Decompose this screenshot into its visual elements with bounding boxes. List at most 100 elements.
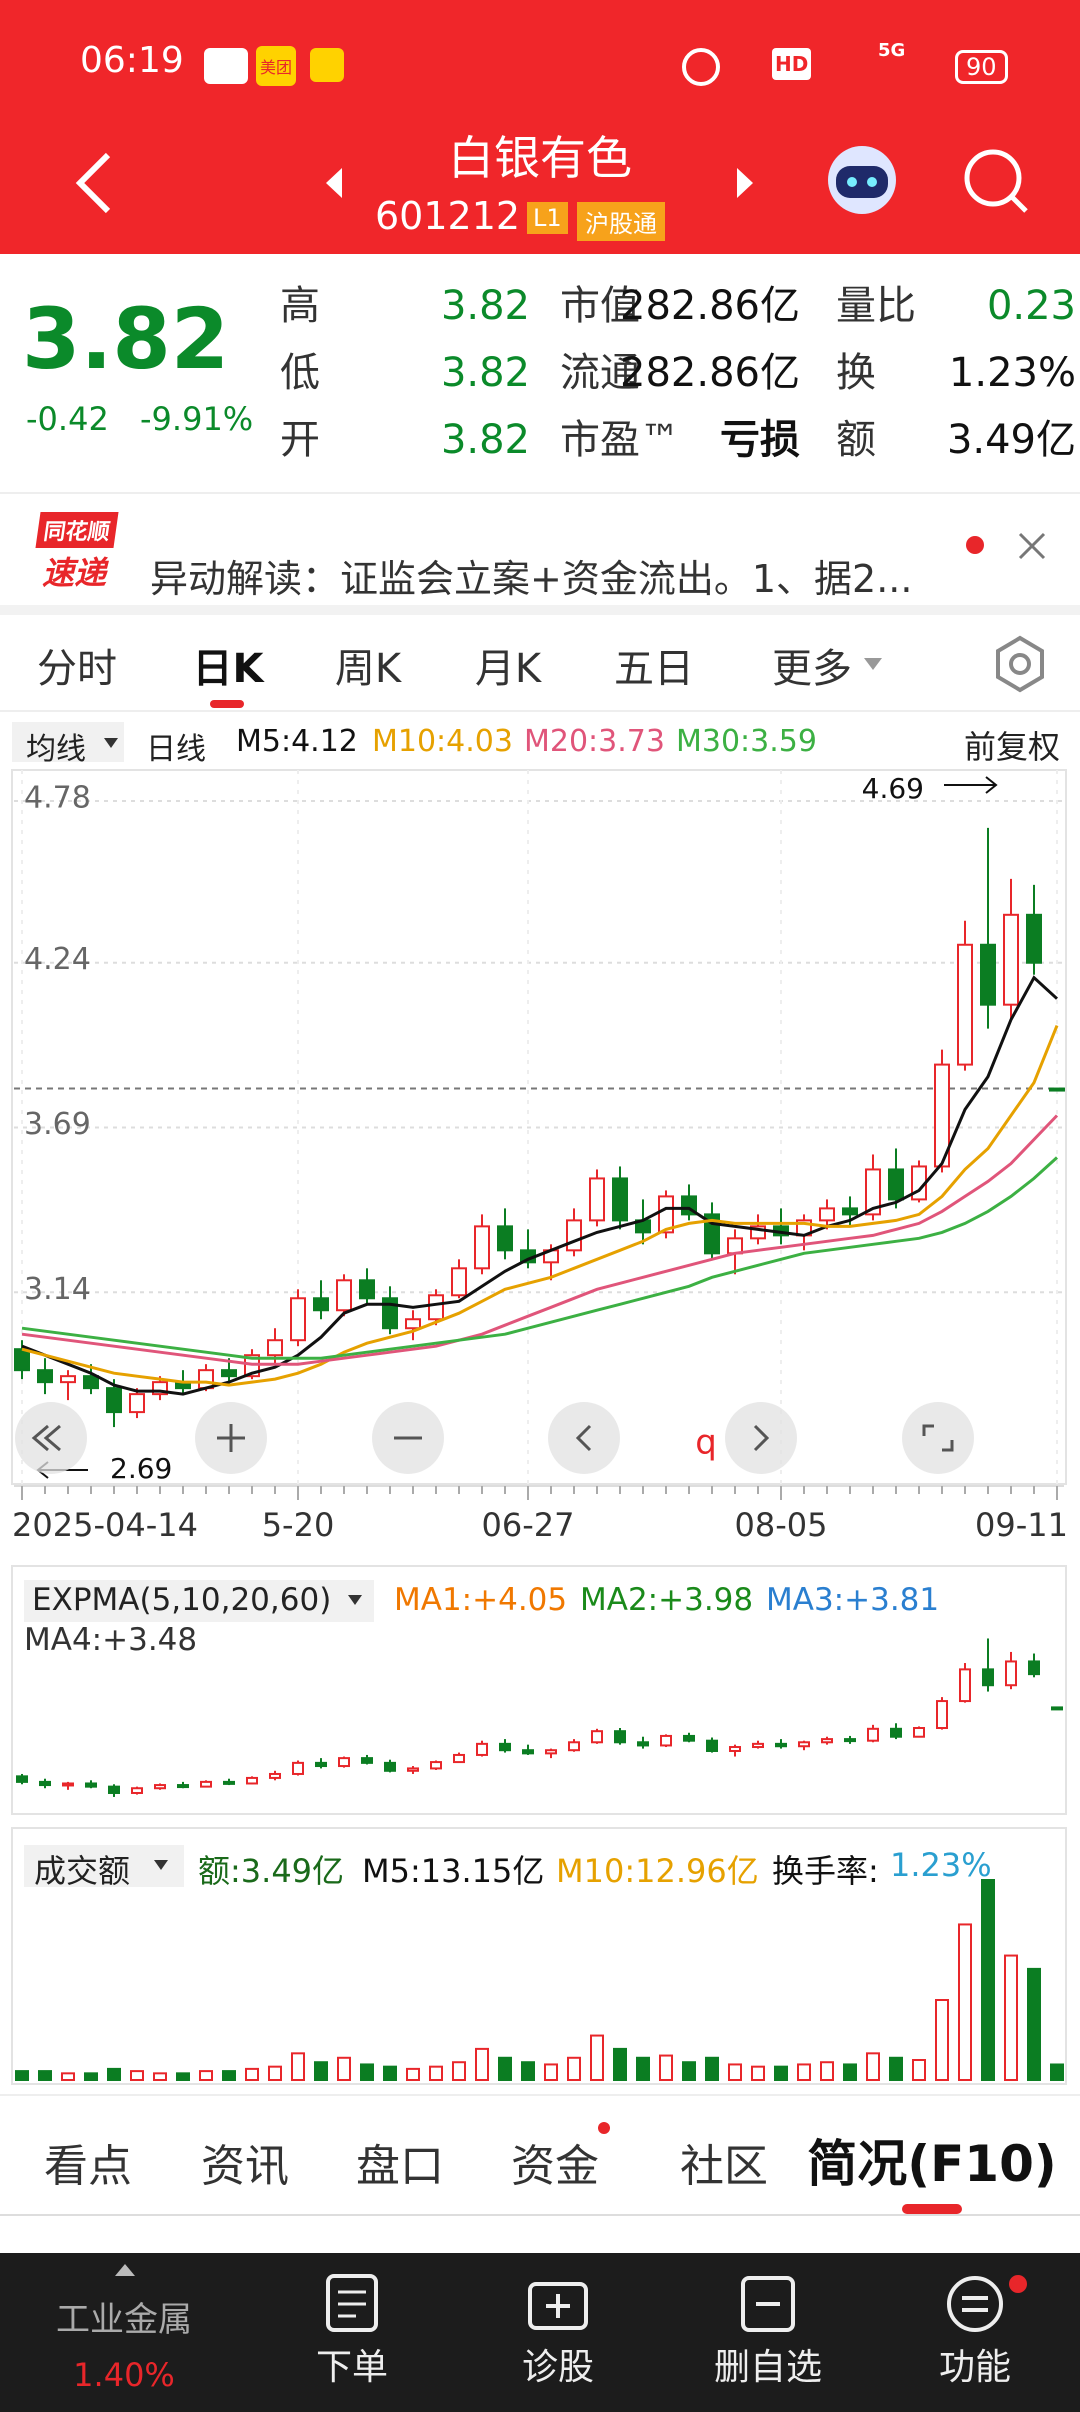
- candle-body: [612, 1177, 628, 1222]
- quote-value: 0.23: [986, 283, 1076, 329]
- search-button[interactable]: [964, 149, 1022, 207]
- alarm-icon: [682, 48, 720, 86]
- period-tab[interactable]: 分时: [37, 646, 117, 692]
- quote-value: 3.82: [440, 350, 530, 396]
- settings-button[interactable]: [992, 634, 1048, 694]
- volume-bar: [866, 2052, 880, 2081]
- volume-bar: [521, 2061, 535, 2081]
- sector-name[interactable]: 工业金属: [56, 2300, 192, 2340]
- candle-body: [568, 1741, 580, 1752]
- quote-label: 市值: [560, 283, 640, 329]
- candle-body: [614, 1730, 626, 1744]
- header-bar: 06:19 美团 HD 5G 90 白银有色 601212 L1 沪股通: [0, 0, 1080, 254]
- period-tab[interactable]: 日K: [192, 646, 264, 692]
- candle-body: [85, 1782, 97, 1788]
- prev-stock[interactable]: [326, 168, 342, 198]
- x-tick-label: 5-20: [262, 1506, 335, 1544]
- volume-bar: [590, 2034, 604, 2081]
- volume-frame: [11, 1827, 1067, 2085]
- candle-body: [83, 1375, 99, 1390]
- candle-body: [750, 1225, 766, 1240]
- nav-item[interactable]: 删自选: [713, 2347, 823, 2388]
- candle-body: [359, 1279, 375, 1300]
- expma-legend-item: MA1:+4.05: [394, 1582, 568, 1618]
- period-tab[interactable]: 更多: [772, 646, 852, 692]
- function-icon-lines: [962, 2296, 988, 2312]
- divider: [0, 2214, 1080, 2216]
- bottom-tab[interactable]: 看点: [44, 2141, 132, 2192]
- candle-body: [154, 1784, 166, 1790]
- bottom-tab[interactable]: 社区: [680, 2141, 768, 2192]
- remove-icon[interactable]: [741, 2276, 795, 2332]
- period-tab[interactable]: 周K: [334, 646, 402, 692]
- bottom-tab[interactable]: 简况(F10): [807, 2135, 1057, 2193]
- expand-arrow[interactable]: [115, 2264, 135, 2276]
- volume-bar: [84, 2072, 98, 2081]
- candle-body: [384, 1761, 396, 1772]
- control-marker: q: [695, 1423, 717, 1463]
- back-button[interactable]: [75, 152, 111, 214]
- expma-frame: [11, 1565, 1067, 1815]
- divider: [0, 492, 1080, 494]
- sector-change: 1.40%: [73, 2356, 175, 2394]
- badge: 沪股通: [577, 202, 665, 241]
- bottom-tab[interactable]: 资讯: [201, 2141, 289, 2192]
- price-change: -0.42: [26, 400, 109, 438]
- volume-selector-label[interactable]: 成交额: [34, 1852, 131, 1890]
- network-label: 5G: [878, 40, 906, 61]
- nav-icons: [326, 2274, 1027, 2332]
- expma-legend-item: MA2:+3.98: [580, 1582, 754, 1618]
- volume-bar: [314, 2061, 328, 2081]
- volume-bar: [176, 2072, 190, 2081]
- quote-value: 3.49亿: [946, 417, 1076, 463]
- dropdown-arrow: [864, 658, 882, 679]
- order-icon-lines: [338, 2290, 366, 2318]
- assistant-face: [836, 166, 888, 198]
- quote-value: 亏损: [720, 417, 800, 463]
- x-tick-label: 2025-04-14: [12, 1506, 198, 1544]
- nav-item[interactable]: 功能: [938, 2347, 1012, 2388]
- volume-bar: [107, 2067, 121, 2082]
- candle-body: [451, 1267, 467, 1297]
- volume-bar: [567, 2056, 581, 2082]
- x-tick-label: 08-05: [735, 1506, 828, 1544]
- function-icon[interactable]: [947, 2276, 1003, 2332]
- diagnose-icon[interactable]: [528, 2282, 588, 2330]
- volume-bar: [843, 2063, 857, 2081]
- ma-selector-label[interactable]: 均线: [26, 732, 86, 767]
- candle-body: [1026, 913, 1042, 964]
- ma-line: [21, 1114, 1059, 1366]
- expma-selector[interactable]: [24, 1580, 374, 1622]
- bottom-tab[interactable]: 盘口: [356, 2141, 444, 2192]
- candle-body: [867, 1727, 879, 1742]
- candle-body: [476, 1742, 488, 1756]
- diagnose-icon-plus: [546, 2294, 570, 2318]
- expma-selector-label[interactable]: EXPMA(5,10,20,60): [32, 1582, 332, 1618]
- candle-body: [37, 1369, 53, 1384]
- volume-bar: [153, 2072, 167, 2081]
- nav-item[interactable]: 诊股: [521, 2347, 595, 2388]
- volume-bar: [38, 2070, 52, 2081]
- candle-body: [1005, 1660, 1017, 1687]
- next-stock[interactable]: [737, 168, 753, 198]
- volume-bar: [245, 2067, 259, 2082]
- volume-bar: [1004, 1954, 1018, 2081]
- volume-bar: [199, 2070, 213, 2081]
- candle-body: [131, 1787, 143, 1794]
- volume-bar: [705, 2056, 719, 2082]
- period-tab[interactable]: 五日: [614, 646, 694, 692]
- nav-item[interactable]: 下单: [315, 2347, 389, 2388]
- chart-control: [15, 1402, 87, 1474]
- candle-body: [474, 1225, 490, 1270]
- order-icon[interactable]: [326, 2274, 378, 2332]
- close-button[interactable]: [1016, 530, 1048, 562]
- bottom-tab[interactable]: 资金: [511, 2141, 599, 2192]
- period-tab[interactable]: 月K: [474, 646, 542, 692]
- status-time: 06:19: [80, 40, 184, 81]
- candle-body: [890, 1727, 902, 1738]
- expma-legend-item: MA4:+3.48: [24, 1622, 198, 1658]
- adjust-label[interactable]: 前复权: [964, 728, 1061, 766]
- news-text[interactable]: 异动解读：证监会立案+资金流出。1、据2...: [150, 557, 913, 601]
- candle-body: [382, 1297, 398, 1330]
- volume-bar: [130, 2070, 144, 2081]
